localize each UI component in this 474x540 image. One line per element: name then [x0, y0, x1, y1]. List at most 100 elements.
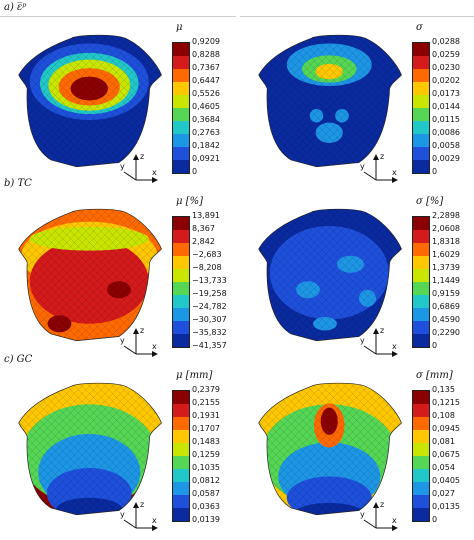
- contour-region: [38, 124, 141, 159]
- axis-z-label: z: [380, 326, 385, 335]
- colorbar-tick-label: 2,0608: [432, 224, 460, 233]
- colorbar-tick-label: 0,2155: [192, 398, 220, 407]
- colorbar-tick-label: 0,2379: [192, 385, 220, 394]
- colorbar-tick-label: 0,0945: [432, 424, 460, 433]
- contour-region: [70, 76, 108, 101]
- row-label-b: b) TC: [4, 178, 32, 189]
- axis-x-label: x: [392, 168, 397, 177]
- colorbar-tick-label: 0,9159: [432, 289, 460, 298]
- contour-region: [29, 238, 149, 324]
- axis-x-label: x: [392, 516, 397, 525]
- colorbar-tick-label: 0,1035: [192, 463, 220, 472]
- colorbar-tick-label: −13,733: [192, 276, 227, 285]
- axis-y-label: y: [360, 510, 365, 519]
- colorbar-tick-label: 0,8288: [192, 50, 220, 59]
- colorbar-tick-label: 0,0921: [192, 154, 220, 163]
- colorbar-tick-label: 0,0115: [432, 115, 460, 124]
- colorbar: [172, 42, 190, 174]
- colorbar-tick-label: 0,027: [432, 489, 455, 498]
- colorbar-tick-label: −30,307: [192, 315, 227, 324]
- colorbar-tick-label: 0,4590: [432, 315, 460, 324]
- divider: [240, 16, 474, 17]
- colorbar-tick-label: −2,683: [192, 250, 222, 259]
- colorbar-tick-label: 0,0173: [432, 89, 460, 98]
- colorbar-tick-label: 0,0144: [432, 102, 460, 111]
- colorbar-tick-label: 0,054: [432, 463, 455, 472]
- axis-triad-icon: z y x: [360, 500, 400, 536]
- contour-region: [315, 63, 343, 80]
- colorbar-tick-label: 0,1215: [432, 398, 460, 407]
- contour-plot-c-mean: μ [mm] 0,2379 0,2155 0,1931 0,1707 0,1483 0,12…: [0, 366, 224, 536]
- axis-y-label: y: [120, 510, 125, 519]
- contour-region: [336, 255, 365, 273]
- contour-region: [313, 316, 337, 331]
- colorbar-tick-label: 0,0058: [432, 141, 460, 150]
- contour-plot-a-mean: μ 0,9209 0,8288 0,7367 0,6447 0,5526 0,4605 0,3…: [0, 18, 224, 188]
- colorbar-tick-label: 0,1707: [192, 424, 220, 433]
- contour-region: [47, 315, 72, 333]
- colorbar-tick-label: 0,0812: [192, 476, 220, 485]
- colorbar-tick-label: −19,258: [192, 289, 227, 298]
- colorbar-tick-label: 0,7367: [192, 63, 220, 72]
- colorbar-tick-label: 0,081: [432, 437, 455, 446]
- colorbar-tick-label: 0,5526: [192, 89, 220, 98]
- colorbar-title: μ [%]: [176, 196, 203, 207]
- colorbar-tick-label: 0,0259: [432, 50, 460, 59]
- axis-x-label: x: [392, 342, 397, 351]
- contour-region: [107, 281, 131, 299]
- colorbar-tick-label: 0,6869: [432, 302, 460, 311]
- colorbar-tick-label: 0,0086: [432, 128, 460, 137]
- colorbar-tick-label: 0,2763: [192, 128, 220, 137]
- contour-region: [269, 226, 389, 320]
- colorbar-tick-label: 0,3684: [192, 115, 220, 124]
- colorbar-tick-label: 0,0405: [432, 476, 460, 485]
- colorbar-tick-label: 0,0230: [432, 63, 460, 72]
- colorbar-tick-label: 0,0363: [192, 502, 220, 511]
- colorbar-tick-label: −35,832: [192, 328, 227, 337]
- colorbar: [172, 216, 190, 348]
- axis-z-label: z: [380, 500, 385, 509]
- contour-plot-b-mean: μ [%] 13,891 8,367 2,842 −2,683 −8,208 −13,733…: [0, 192, 227, 362]
- colorbar-tick-label: 1,1449: [432, 276, 460, 285]
- colorbar-tick-label: −41,357: [192, 341, 227, 350]
- contour-plot-a-std: σ 0,0288 0,0259 0,0230 0,0202 0,0173 0,0144 0,0…: [240, 18, 464, 188]
- colorbar-tick-label: 0,0139: [192, 515, 220, 524]
- axis-triad-icon: z y x: [360, 152, 400, 188]
- colorbar: [412, 390, 430, 522]
- row-label-c: c) GC: [4, 354, 33, 365]
- colorbar-tick-label: 0,2290: [432, 328, 460, 337]
- axis-z-label: z: [380, 152, 385, 161]
- colorbar-tick-label: 0,1842: [192, 141, 220, 150]
- colorbar-tick-label: 0,6447: [192, 76, 220, 85]
- axis-x-label: x: [152, 342, 157, 351]
- contour-region: [295, 502, 364, 515]
- part-contour: [258, 208, 402, 342]
- colorbar-title: σ: [416, 22, 423, 33]
- colorbar-title: μ [mm]: [176, 370, 213, 381]
- axis-triad-icon: z y x: [120, 152, 160, 188]
- axis-x-label: x: [152, 168, 157, 177]
- colorbar-tick-label: 0,0135: [432, 502, 460, 511]
- contour-region: [320, 407, 338, 435]
- colorbar-tick-label: 0: [432, 515, 438, 524]
- colorbar-tick-label: −8,208: [192, 263, 222, 272]
- colorbar-tick-label: 1,6029: [432, 250, 460, 259]
- colorbar-tick-label: 0,108: [432, 411, 455, 420]
- axis-y-label: y: [360, 336, 365, 345]
- colorbar-tick-label: 2,842: [192, 237, 215, 246]
- contour-region: [29, 226, 149, 251]
- colorbar-tick-label: 2,2898: [432, 211, 460, 220]
- colorbar-tick-label: 0,135: [432, 385, 455, 394]
- part-contour: [258, 34, 402, 168]
- colorbar: [412, 42, 430, 174]
- colorbar-title: σ [%]: [416, 196, 444, 207]
- colorbar-tick-label: 0,4605: [192, 102, 220, 111]
- colorbar-tick-label: 0: [432, 341, 438, 350]
- axis-triad-icon: z y x: [120, 500, 160, 536]
- part-contour: [18, 382, 162, 516]
- colorbar-tick-label: 1,8318: [432, 237, 460, 246]
- contour-region: [309, 108, 324, 123]
- axis-y-label: y: [360, 162, 365, 171]
- colorbar: [412, 216, 430, 348]
- colorbar-tick-label: −24,782: [192, 302, 227, 311]
